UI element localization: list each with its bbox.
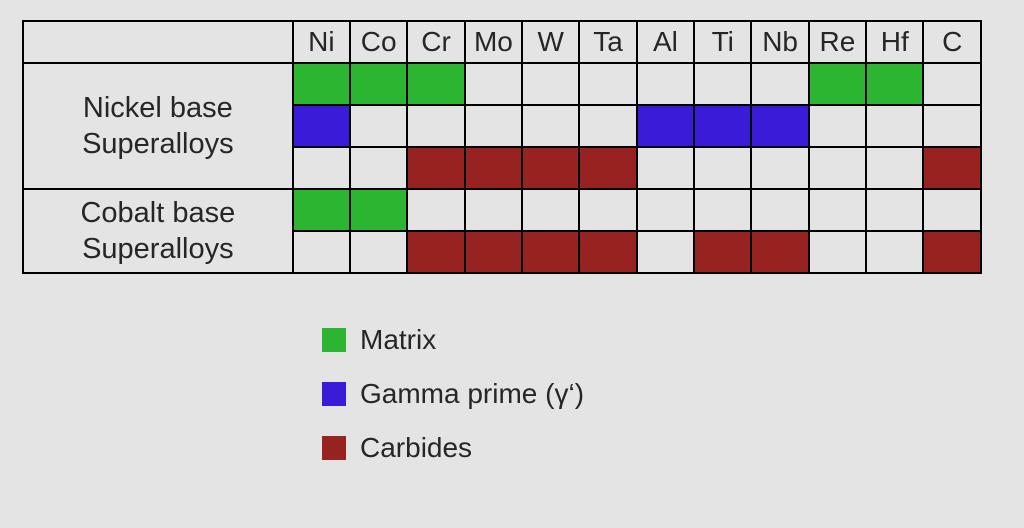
- legend-swatch: [322, 382, 346, 406]
- cell: [694, 105, 751, 147]
- legend-item: Gamma prime (γ‘): [322, 378, 1002, 410]
- cell: [293, 105, 350, 147]
- cell: [809, 63, 866, 105]
- cell: [465, 63, 522, 105]
- cell: [293, 63, 350, 105]
- cell: [637, 63, 694, 105]
- cell: [407, 105, 464, 147]
- col-header: Cr: [407, 21, 464, 63]
- cell: [923, 147, 981, 189]
- col-header: Ta: [579, 21, 636, 63]
- col-header: W: [522, 21, 579, 63]
- table-row: Nickel baseSuperalloys: [23, 63, 981, 105]
- superalloy-phase-table: Ni Co Cr Mo W Ta Al Ti Nb Re Hf C Nickel…: [22, 20, 982, 274]
- cell: [350, 189, 407, 231]
- header-row: Ni Co Cr Mo W Ta Al Ti Nb Re Hf C: [23, 21, 981, 63]
- cell: [579, 189, 636, 231]
- legend-item: Matrix: [322, 324, 1002, 356]
- cell: [522, 147, 579, 189]
- cell: [407, 231, 464, 273]
- cell: [465, 105, 522, 147]
- header-blank: [23, 21, 293, 63]
- cell: [350, 147, 407, 189]
- cell: [579, 231, 636, 273]
- cell: [923, 105, 981, 147]
- col-header: Nb: [751, 21, 808, 63]
- cell: [293, 189, 350, 231]
- cell: [637, 147, 694, 189]
- cell: [694, 63, 751, 105]
- cell: [350, 105, 407, 147]
- cell: [579, 63, 636, 105]
- col-header: Al: [637, 21, 694, 63]
- cell: [407, 63, 464, 105]
- cell: [637, 105, 694, 147]
- legend: Matrix Gamma prime (γ‘) Carbides: [322, 324, 1002, 464]
- cell: [809, 105, 866, 147]
- col-header: Co: [350, 21, 407, 63]
- cell: [751, 63, 808, 105]
- cell: [522, 105, 579, 147]
- legend-item: Carbides: [322, 432, 1002, 464]
- cell: [866, 147, 923, 189]
- col-header: C: [923, 21, 981, 63]
- cell: [694, 189, 751, 231]
- cell: [923, 231, 981, 273]
- cell: [465, 189, 522, 231]
- cell: [637, 189, 694, 231]
- cell: [522, 63, 579, 105]
- cell: [293, 231, 350, 273]
- table-row: Cobalt baseSuperalloys: [23, 189, 981, 231]
- cell: [809, 189, 866, 231]
- legend-label: Matrix: [360, 324, 436, 356]
- cell: [350, 231, 407, 273]
- cell: [923, 189, 981, 231]
- cell: [809, 231, 866, 273]
- row-group-label: Cobalt baseSuperalloys: [23, 189, 293, 273]
- col-header: Mo: [465, 21, 522, 63]
- cell: [923, 63, 981, 105]
- legend-label: Gamma prime (γ‘): [360, 378, 584, 410]
- cell: [809, 147, 866, 189]
- cell: [866, 231, 923, 273]
- col-header: Re: [809, 21, 866, 63]
- cell: [293, 147, 350, 189]
- col-header: Hf: [866, 21, 923, 63]
- col-header: Ni: [293, 21, 350, 63]
- cell: [522, 189, 579, 231]
- cell: [579, 105, 636, 147]
- cell: [579, 147, 636, 189]
- row-group-label: Nickel baseSuperalloys: [23, 63, 293, 189]
- legend-swatch: [322, 328, 346, 352]
- cell: [350, 63, 407, 105]
- cell: [694, 231, 751, 273]
- cell: [751, 189, 808, 231]
- cell: [751, 147, 808, 189]
- cell: [465, 147, 522, 189]
- cell: [407, 147, 464, 189]
- cell: [866, 189, 923, 231]
- cell: [751, 105, 808, 147]
- cell: [637, 231, 694, 273]
- cell: [866, 63, 923, 105]
- legend-label: Carbides: [360, 432, 472, 464]
- cell: [751, 231, 808, 273]
- cell: [407, 189, 464, 231]
- legend-swatch: [322, 436, 346, 460]
- cell: [866, 105, 923, 147]
- cell: [465, 231, 522, 273]
- cell: [694, 147, 751, 189]
- cell: [522, 231, 579, 273]
- col-header: Ti: [694, 21, 751, 63]
